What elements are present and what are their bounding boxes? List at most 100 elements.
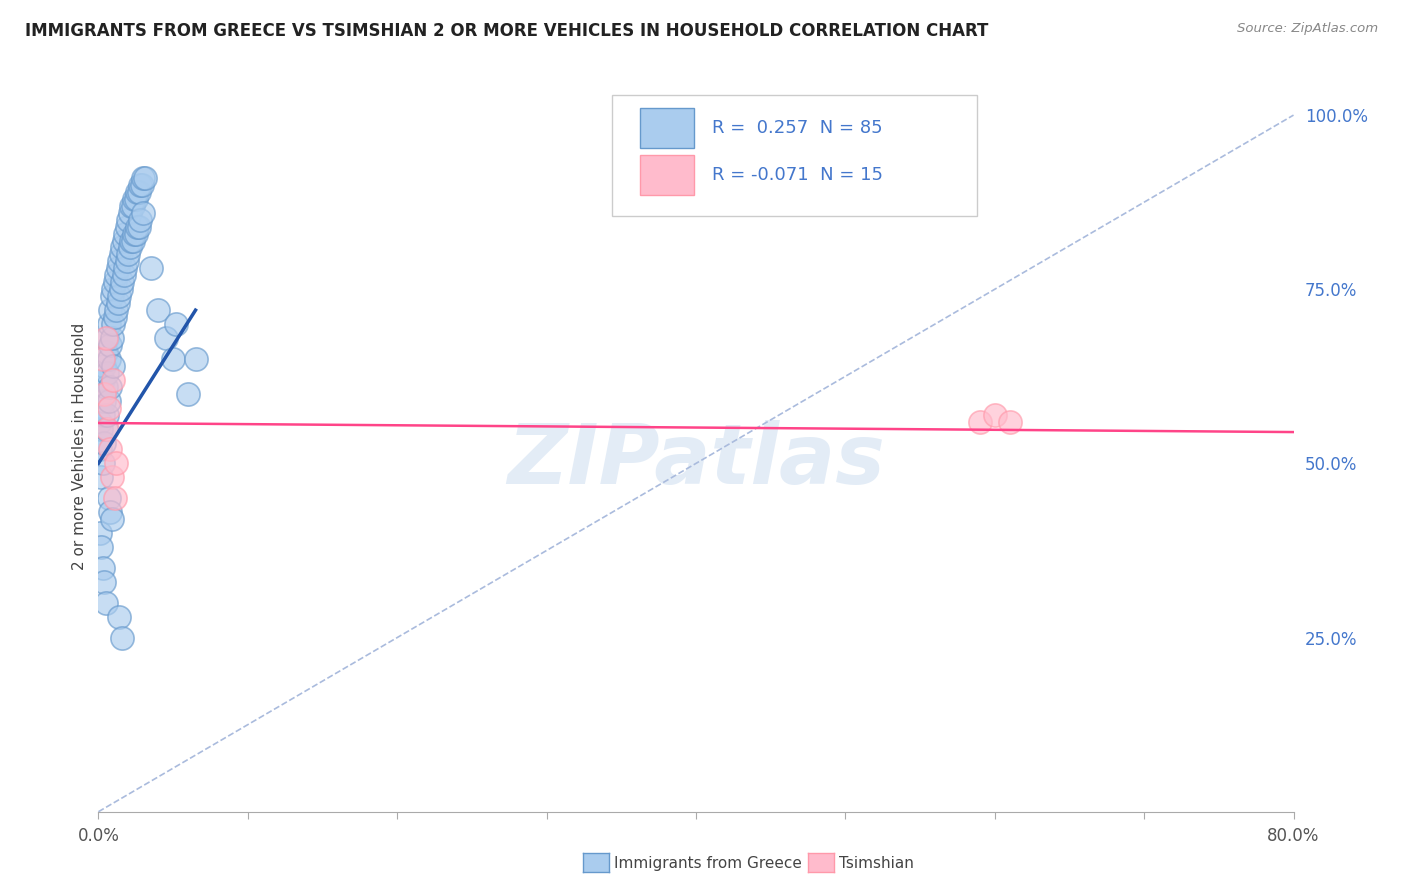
Y-axis label: 2 or more Vehicles in Household: 2 or more Vehicles in Household xyxy=(72,322,87,570)
Point xyxy=(103,282,125,296)
Text: Source: ZipAtlas.com: Source: ZipAtlas.com xyxy=(1237,22,1378,36)
Point xyxy=(110,282,132,296)
Point xyxy=(115,254,138,268)
Point xyxy=(184,351,207,366)
Text: R =  0.257  N = 85: R = 0.257 N = 85 xyxy=(711,119,882,136)
Point xyxy=(91,457,114,471)
Point xyxy=(101,470,124,484)
Point xyxy=(121,234,143,248)
Point xyxy=(120,199,142,213)
Point xyxy=(94,345,117,359)
Text: IMMIGRANTS FROM GREECE VS TSIMSHIAN 2 OR MORE VEHICLES IN HOUSEHOLD CORRELATION : IMMIGRANTS FROM GREECE VS TSIMSHIAN 2 OR… xyxy=(25,22,988,40)
Point xyxy=(114,227,136,241)
Bar xyxy=(640,155,693,195)
Point xyxy=(165,317,187,331)
Point xyxy=(125,227,148,241)
Point xyxy=(124,227,146,241)
Point xyxy=(107,261,129,276)
Point xyxy=(94,596,117,610)
Point xyxy=(129,178,152,192)
Point xyxy=(110,247,132,261)
Point xyxy=(97,401,120,415)
Point xyxy=(89,415,111,429)
Point xyxy=(112,268,135,283)
Point xyxy=(97,393,120,408)
Point xyxy=(98,303,122,318)
Point xyxy=(103,359,125,373)
Point xyxy=(90,421,112,435)
Point xyxy=(115,219,138,234)
Point xyxy=(97,317,120,331)
Point xyxy=(139,261,162,276)
Point xyxy=(91,561,114,575)
Point xyxy=(128,219,150,234)
Point xyxy=(94,331,117,345)
Point xyxy=(91,408,114,422)
Point xyxy=(94,380,117,394)
Point xyxy=(96,408,118,422)
Point xyxy=(132,205,155,219)
Point xyxy=(124,192,146,206)
Point xyxy=(105,268,128,283)
Text: Tsimshian: Tsimshian xyxy=(839,856,914,871)
Point xyxy=(93,359,115,373)
Point xyxy=(91,373,114,387)
Point xyxy=(105,303,128,318)
Point xyxy=(98,380,122,394)
Text: R = -0.071  N = 15: R = -0.071 N = 15 xyxy=(711,167,883,185)
Point xyxy=(111,275,134,289)
Point xyxy=(101,331,124,345)
Point xyxy=(101,289,124,303)
Point xyxy=(134,170,156,185)
Point xyxy=(117,247,139,261)
Point xyxy=(104,275,127,289)
Point xyxy=(117,212,139,227)
Point xyxy=(148,303,170,318)
Point xyxy=(132,170,155,185)
Point xyxy=(107,296,129,310)
Point xyxy=(128,185,150,199)
Point xyxy=(103,317,125,331)
Point xyxy=(98,338,122,352)
Point xyxy=(177,386,200,401)
Point xyxy=(91,351,114,366)
Point xyxy=(97,491,120,506)
Point xyxy=(111,631,134,645)
Point xyxy=(96,331,118,345)
Point xyxy=(118,240,141,254)
Point xyxy=(120,234,142,248)
Point xyxy=(111,240,134,254)
Point xyxy=(94,421,117,435)
Point xyxy=(118,205,141,219)
Point xyxy=(93,435,115,450)
Point xyxy=(89,442,111,457)
Point xyxy=(127,219,149,234)
Point xyxy=(131,178,153,192)
Point xyxy=(103,373,125,387)
Point xyxy=(125,192,148,206)
Point xyxy=(108,254,131,268)
Point xyxy=(998,415,1021,429)
Point xyxy=(90,540,112,554)
Point xyxy=(93,393,115,408)
Point xyxy=(101,512,124,526)
Point xyxy=(98,505,122,519)
Point xyxy=(93,386,115,401)
Point xyxy=(90,470,112,484)
Point xyxy=(114,261,136,276)
Text: ZIPatlas: ZIPatlas xyxy=(508,420,884,501)
Point xyxy=(984,408,1007,422)
Point xyxy=(155,331,177,345)
Point xyxy=(105,457,128,471)
Text: Immigrants from Greece: Immigrants from Greece xyxy=(614,856,803,871)
Point xyxy=(129,212,152,227)
Point xyxy=(104,310,127,325)
Point xyxy=(162,351,184,366)
Point xyxy=(121,199,143,213)
Point xyxy=(93,574,115,589)
Point xyxy=(112,234,135,248)
Point xyxy=(108,609,131,624)
Point xyxy=(89,526,111,541)
Point xyxy=(90,386,112,401)
Point xyxy=(969,415,991,429)
